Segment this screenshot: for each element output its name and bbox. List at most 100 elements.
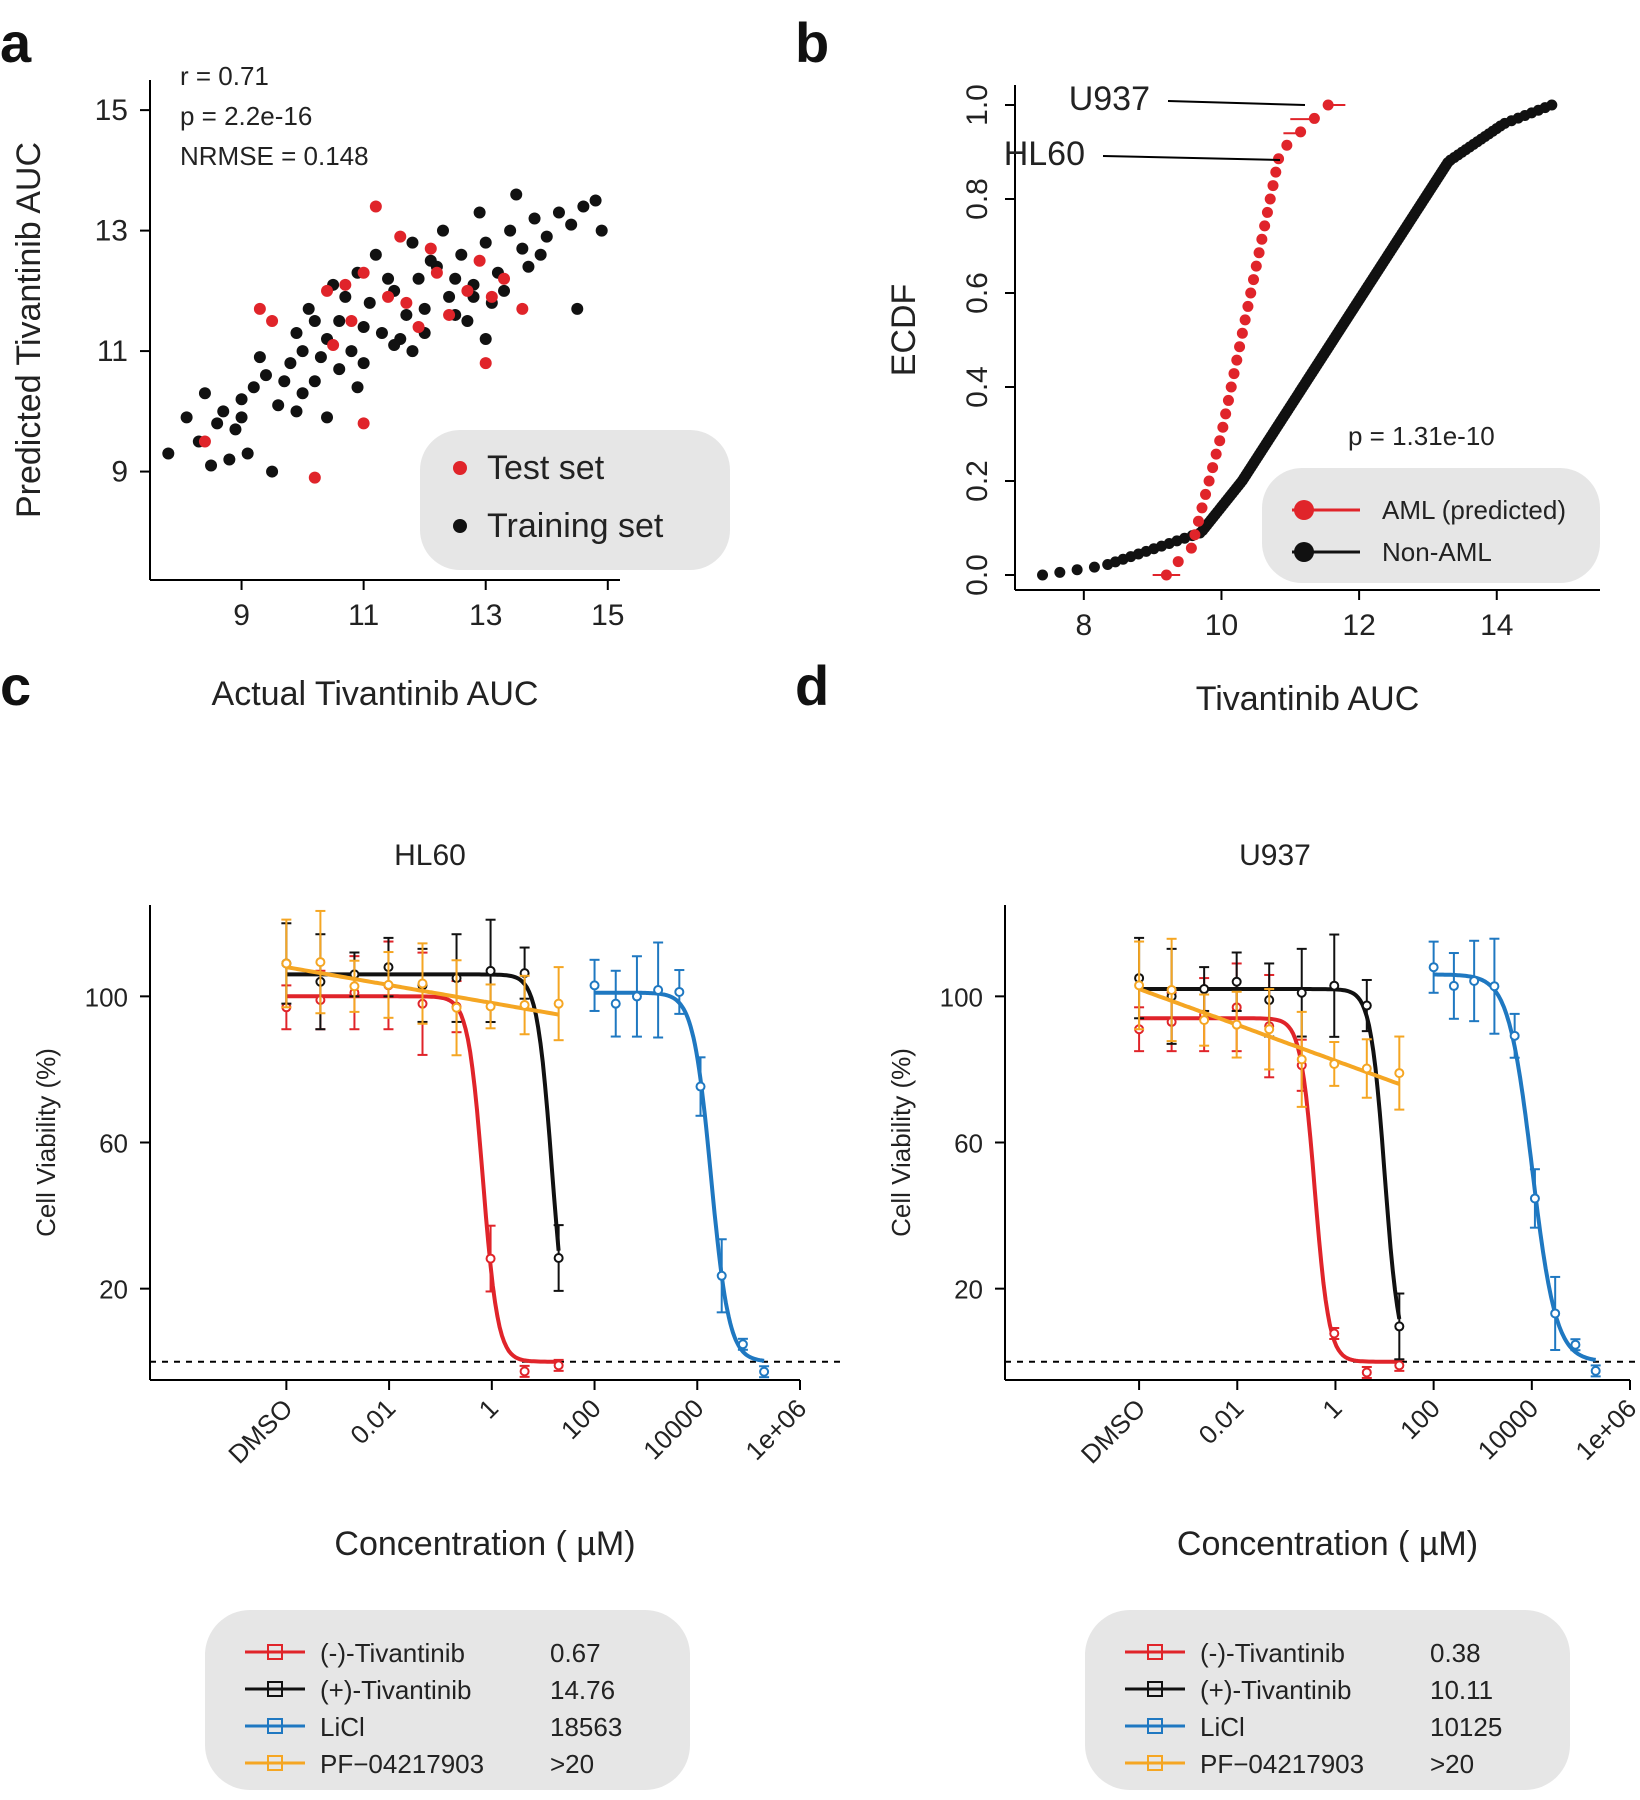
a-point-test	[498, 272, 511, 285]
c-xtick-label: 0.01	[344, 1393, 401, 1450]
c-marker	[610, 998, 621, 1009]
a-point-training	[516, 242, 529, 255]
d-marker	[1529, 1193, 1540, 1204]
c-ytick-label: 60	[99, 1129, 128, 1159]
a-point-training	[302, 302, 315, 315]
a-point-training	[284, 357, 297, 370]
a-point-training	[235, 411, 248, 424]
a-point-training	[528, 212, 541, 225]
a-point-training	[479, 333, 492, 346]
a-point-training	[180, 411, 193, 424]
d-marker	[1394, 1321, 1405, 1332]
a-point-test	[424, 242, 437, 255]
d-legend-label: PF−04217903	[1200, 1749, 1364, 1779]
c-marker	[281, 958, 292, 969]
a-point-training	[211, 417, 224, 430]
b-point-aml	[1210, 448, 1222, 460]
b-point-aml	[1248, 274, 1260, 286]
d-marker	[1296, 987, 1307, 998]
a-point-training	[571, 302, 584, 315]
b-annotation-line	[1167, 100, 1306, 106]
a-point-test	[308, 471, 321, 484]
c-marker	[485, 965, 496, 976]
a-point-training	[522, 260, 535, 273]
b-point-aml	[1207, 462, 1219, 474]
b-ytick-label: 0.8	[961, 178, 994, 220]
b-legend-label: Non-AML	[1382, 537, 1492, 567]
a-point-test	[461, 284, 474, 297]
a-point-test	[198, 435, 211, 448]
c-xtick-label: 100	[555, 1393, 607, 1445]
d-ytick-label: 100	[940, 982, 983, 1012]
d-ylabel: Cell Viability (%)	[886, 1048, 916, 1237]
a-ytick-label: 9	[111, 456, 128, 489]
c-legend-label: PF−04217903	[320, 1749, 484, 1779]
a-point-training	[369, 248, 382, 261]
c-ytick-label: 100	[85, 982, 128, 1012]
c-legend-label: LiCl	[320, 1712, 365, 1742]
a-point-training	[290, 327, 303, 340]
a-point-training	[540, 230, 553, 243]
c-xtick-label: 10000	[637, 1393, 709, 1465]
a-point-training	[266, 465, 279, 478]
d-legend-value: 10125	[1430, 1712, 1502, 1742]
d-marker	[1448, 980, 1459, 991]
a-xlabel: Actual Tivantinib AUC	[212, 675, 539, 713]
c-xlabel: Concentration ( µM)	[334, 1525, 635, 1563]
a-point-training	[473, 206, 486, 219]
b-stat: p = 1.31e-10	[1348, 421, 1495, 451]
c-marker	[417, 978, 428, 989]
a-xtick-label: 9	[233, 599, 250, 632]
d-xtick-label: 1	[1316, 1393, 1347, 1424]
c-marker	[383, 979, 394, 990]
b-point-aml	[1222, 394, 1234, 406]
b-point-non-aml	[1546, 99, 1558, 111]
d-marker	[1489, 981, 1500, 992]
c-xtick-label: 1	[473, 1393, 504, 1424]
c-marker	[716, 1270, 727, 1281]
d-marker	[1361, 1063, 1372, 1074]
d-legend-value: 0.38	[1430, 1638, 1481, 1668]
a-point-training	[235, 393, 248, 406]
a-point-training	[382, 272, 395, 285]
a-point-training	[198, 387, 211, 400]
b-ytick-label: 0.0	[961, 554, 994, 596]
a-point-training	[290, 405, 303, 418]
a-point-training	[339, 290, 352, 303]
b-ylabel: ECDF	[885, 284, 923, 377]
d-xtick-label: 1e+06	[1569, 1393, 1640, 1466]
c-marker	[519, 1000, 530, 1011]
b-point-aml	[1261, 206, 1273, 218]
a-point-training	[424, 254, 437, 267]
b-legend-marker	[1294, 542, 1314, 562]
b-point-aml	[1264, 193, 1276, 205]
d-marker	[1329, 980, 1340, 991]
c-marker	[485, 1253, 496, 1264]
c-xtick-label: DMSO	[222, 1393, 298, 1469]
a-ytick-label: 11	[97, 335, 128, 368]
c-legend-box	[205, 1610, 690, 1790]
a-ytick-label: 15	[95, 94, 128, 127]
d-marker	[1199, 1015, 1210, 1026]
panel-letter-d: d	[795, 654, 829, 717]
d-marker	[1509, 1030, 1520, 1041]
b-point-aml	[1189, 529, 1201, 541]
a-point-training	[510, 188, 523, 201]
a-legend-label: Training set	[487, 507, 664, 545]
c-legend-value: 0.67	[550, 1638, 601, 1668]
a-point-training	[321, 411, 334, 424]
a-point-test	[382, 290, 395, 303]
d-xtick-label: DMSO	[1075, 1393, 1151, 1469]
a-point-training	[479, 236, 492, 249]
d-xtick-label: 100	[1394, 1393, 1446, 1445]
a-point-training	[308, 375, 321, 388]
d-xlabel: Concentration ( µM)	[1177, 1525, 1478, 1563]
a-point-training	[278, 375, 291, 388]
a-point-training	[217, 405, 230, 418]
d-marker	[1550, 1308, 1561, 1319]
b-point-aml	[1200, 488, 1212, 500]
d-legend-label: (-)-Tivantinib	[1200, 1638, 1345, 1668]
b-legend-marker	[1294, 500, 1314, 520]
b-ytick-label: 0.2	[961, 460, 994, 502]
d-legend-box	[1085, 1610, 1570, 1790]
